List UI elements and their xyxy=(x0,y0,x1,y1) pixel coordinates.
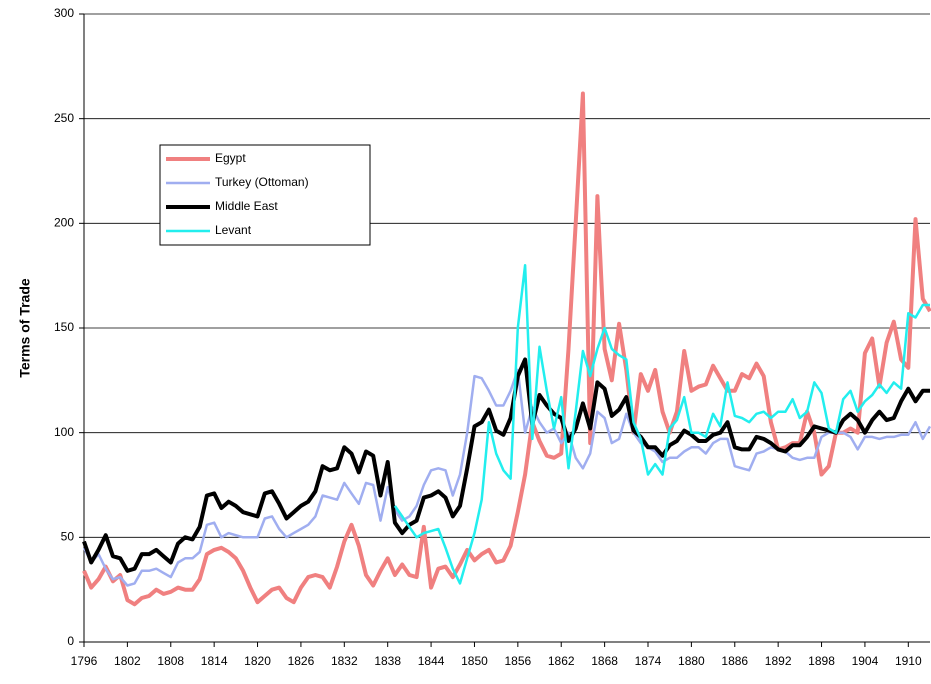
x-tick-label: 1838 xyxy=(374,654,401,668)
x-tick-label: 1898 xyxy=(808,654,835,668)
y-tick-label: 50 xyxy=(61,530,75,544)
x-tick-label: 1826 xyxy=(288,654,315,668)
legend-box xyxy=(159,144,371,246)
x-tick-label: 1814 xyxy=(201,654,228,668)
x-tick-label: 1808 xyxy=(157,654,184,668)
y-tick-label: 100 xyxy=(54,425,74,439)
x-tick-label: 1832 xyxy=(331,654,358,668)
series-line xyxy=(82,91,931,607)
x-tick-label: 1856 xyxy=(504,654,531,668)
series-line xyxy=(393,263,930,585)
x-tick-label: 1862 xyxy=(548,654,575,668)
x-tick-label: 1796 xyxy=(71,654,98,668)
x-tick-label: 1802 xyxy=(114,654,141,668)
x-tick-label: 1874 xyxy=(635,654,662,668)
y-tick-label: 150 xyxy=(54,320,74,334)
legend-label: Middle East xyxy=(215,199,278,213)
series-line xyxy=(82,357,930,573)
x-tick-label: 1904 xyxy=(852,654,879,668)
y-tick-label: 0 xyxy=(67,634,74,648)
y-axis-label: Terms of Trade xyxy=(17,278,33,378)
x-tick-label: 1820 xyxy=(244,654,271,668)
y-tick-label: 200 xyxy=(54,216,74,230)
x-tick-label: 1892 xyxy=(765,654,792,668)
legend-label: Levant xyxy=(215,223,252,237)
y-tick-label: 250 xyxy=(54,111,74,125)
y-tick-label: 300 xyxy=(54,6,74,20)
series-line xyxy=(82,368,931,587)
x-tick-label: 1880 xyxy=(678,654,705,668)
x-tick-label: 1910 xyxy=(895,654,922,668)
x-tick-label: 1868 xyxy=(591,654,618,668)
x-tick-label: 1844 xyxy=(418,654,445,668)
legend-label: Egypt xyxy=(215,151,246,165)
legend-label: Turkey (Ottoman) xyxy=(215,175,309,189)
x-tick-label: 1850 xyxy=(461,654,488,668)
x-tick-label: 1886 xyxy=(721,654,748,668)
